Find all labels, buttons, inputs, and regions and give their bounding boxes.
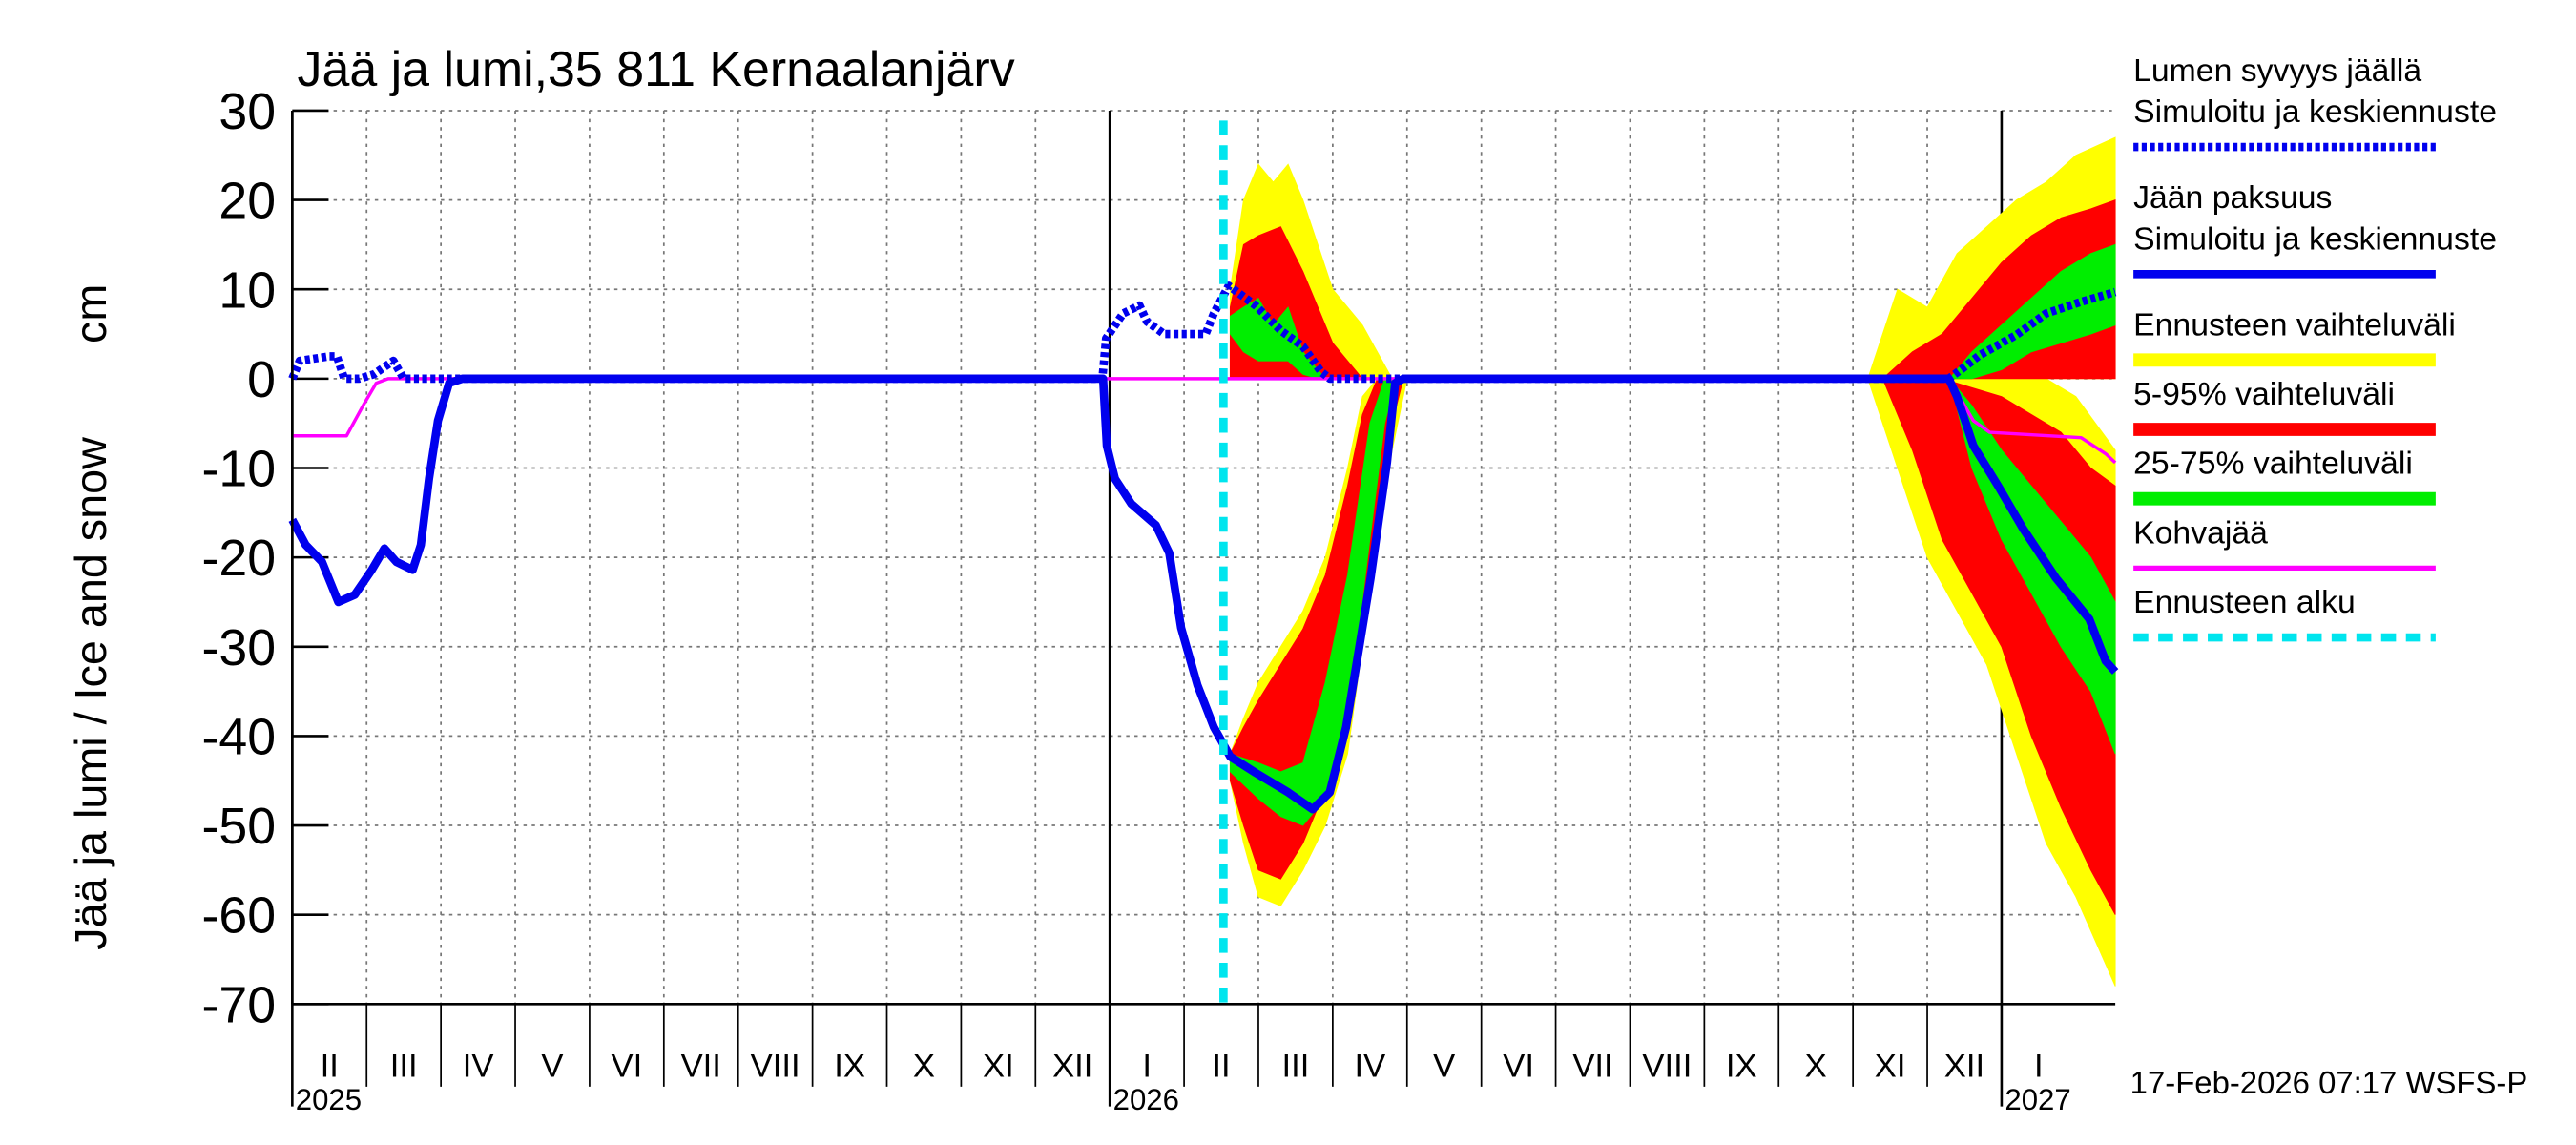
x-tick-label: VII bbox=[1572, 1048, 1612, 1084]
x-tick-label: XII bbox=[1944, 1048, 1984, 1084]
x-tick-label: XI bbox=[1875, 1048, 1906, 1084]
year-label: 2027 bbox=[2005, 1083, 2070, 1116]
x-tick-label: II bbox=[321, 1048, 339, 1084]
x-tick-label: I bbox=[2034, 1048, 2044, 1084]
year-label: 2026 bbox=[1113, 1083, 1179, 1116]
x-tick-label: IV bbox=[463, 1048, 494, 1084]
x-tick-label: VI bbox=[612, 1048, 643, 1084]
x-tick-label: VIII bbox=[1642, 1048, 1692, 1084]
x-tick-label: V bbox=[541, 1048, 563, 1084]
y-tick-label: -50 bbox=[202, 798, 277, 855]
legend-label: Ennusteen vaihteluväli bbox=[2133, 306, 2456, 343]
x-tick-label: I bbox=[1142, 1048, 1152, 1084]
y-tick-label: -20 bbox=[202, 530, 277, 587]
y-tick-label: -70 bbox=[202, 976, 277, 1033]
legend-label: 25-75% vaihteluväli bbox=[2133, 446, 2413, 482]
y-tick-label: 30 bbox=[218, 83, 276, 140]
x-tick-label: VIII bbox=[751, 1048, 800, 1084]
x-tick-label: III bbox=[390, 1048, 418, 1084]
y-tick-label: 10 bbox=[218, 261, 276, 319]
x-tick-label: IV bbox=[1354, 1048, 1385, 1084]
x-tick-label: X bbox=[1805, 1048, 1827, 1084]
y-tick-label: -40 bbox=[202, 708, 277, 765]
dashed-line bbox=[288, 281, 2117, 384]
legend-label: Simuloitu ja keskiennuste bbox=[2133, 94, 2497, 130]
y-axis-unit: cm bbox=[66, 284, 115, 344]
y-tick-label: 20 bbox=[218, 173, 276, 230]
x-tick-label: VI bbox=[1503, 1048, 1534, 1084]
y-tick-label: -10 bbox=[202, 441, 277, 498]
y-axis-label: Jää ja lumi / Ice and snow bbox=[66, 437, 115, 950]
y-tick-label: -30 bbox=[202, 619, 277, 677]
x-tick-label: X bbox=[913, 1048, 935, 1084]
y-tick-label: -60 bbox=[202, 887, 277, 945]
x-tick-label: XI bbox=[983, 1048, 1014, 1084]
legend-label: Ennusteen alku bbox=[2133, 584, 2356, 620]
legend-label: Kohvajää bbox=[2133, 514, 2268, 551]
legend-label: Lumen syvyys jäällä bbox=[2133, 52, 2421, 89]
x-tick-label: V bbox=[1433, 1048, 1455, 1084]
legend-label: Jään paksuus bbox=[2133, 179, 2332, 216]
year-label: 2025 bbox=[296, 1083, 362, 1116]
chart-title: Jää ja lumi,35 811 Kernaalanjärv bbox=[298, 42, 1015, 97]
legend-label: Simuloitu ja keskiennuste bbox=[2133, 220, 2497, 257]
x-tick-label: XII bbox=[1052, 1048, 1092, 1084]
x-tick-label: IX bbox=[1726, 1048, 1757, 1084]
legend-label: 5-95% vaihteluväli bbox=[2133, 376, 2395, 412]
y-tick-label: 0 bbox=[247, 351, 276, 408]
x-tick-label: II bbox=[1212, 1048, 1230, 1084]
x-tick-label: IX bbox=[834, 1048, 865, 1084]
line bbox=[288, 374, 2119, 814]
x-tick-label: III bbox=[1282, 1048, 1310, 1084]
timestamp: 17-Feb-2026 07:17 WSFS-P bbox=[2130, 1065, 2528, 1100]
x-tick-label: VII bbox=[681, 1048, 721, 1084]
forecast-band bbox=[1948, 243, 2116, 380]
